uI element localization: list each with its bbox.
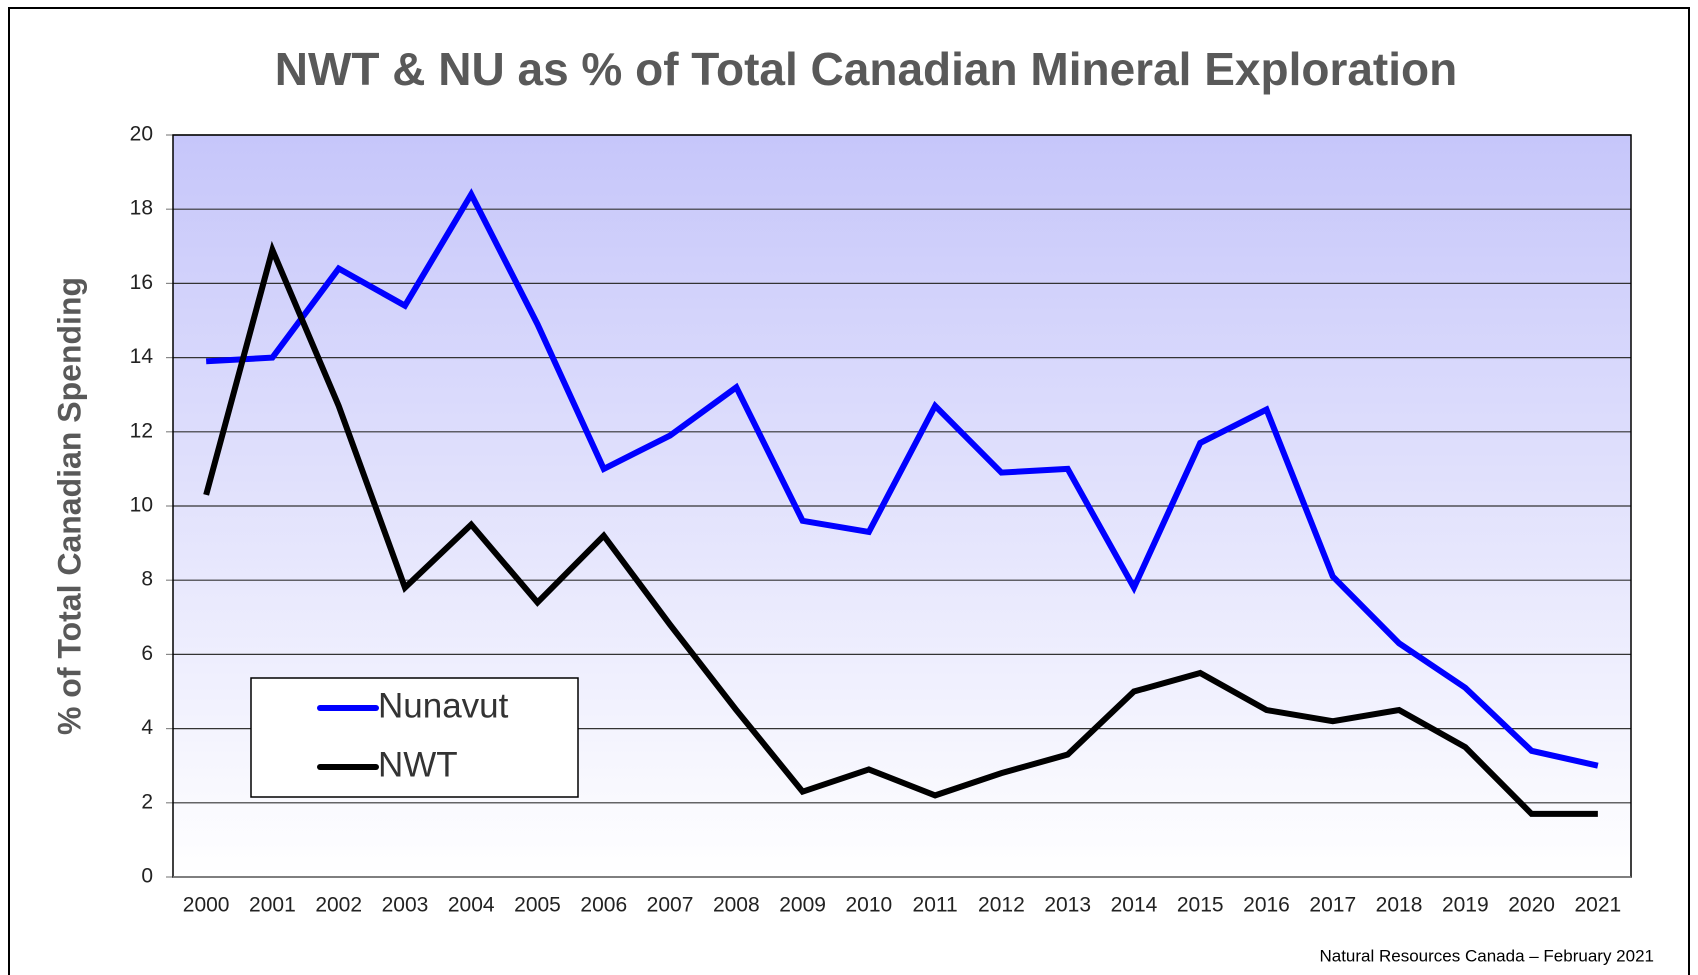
- x-tick-label: 2019: [1442, 894, 1489, 917]
- y-tick-label: 14: [130, 345, 154, 368]
- x-tick-label: 2021: [1575, 894, 1622, 917]
- x-tick-label: 2008: [713, 894, 760, 917]
- y-tick-label: 12: [130, 419, 153, 442]
- y-tick-label: 20: [130, 123, 153, 146]
- x-tick-label: 2006: [580, 894, 627, 917]
- x-tick-label: 2012: [978, 894, 1025, 917]
- y-tick-label: 16: [130, 271, 153, 294]
- y-tick-label: 2: [141, 790, 153, 813]
- y-tick-label: 4: [141, 716, 153, 739]
- x-tick-label: 2001: [249, 894, 296, 917]
- x-tick-label: 2009: [779, 894, 826, 917]
- legend-label: NWT: [378, 745, 458, 784]
- x-tick-label: 2007: [647, 894, 694, 917]
- y-tick-label: 18: [130, 197, 153, 220]
- x-tick-label: 2018: [1376, 894, 1423, 917]
- x-tick-label: 2017: [1309, 894, 1356, 917]
- y-tick-label: 8: [141, 568, 153, 591]
- source-note: Natural Resources Canada – February 2021: [1319, 946, 1654, 965]
- x-tick-label: 2011: [913, 894, 958, 917]
- line-series: [203, 240, 1598, 817]
- x-tick-label: 2013: [1044, 894, 1091, 917]
- y-tick-label: 6: [141, 642, 153, 665]
- frame: [8, 7, 1690, 975]
- x-tick-label: 2005: [514, 894, 561, 917]
- legend-label: Nunavut: [378, 686, 509, 725]
- line-series: [205, 188, 1599, 769]
- x-tick-label: 2020: [1508, 894, 1555, 917]
- x-tick-label: 2003: [382, 894, 429, 917]
- y-tick-label: 10: [130, 494, 153, 517]
- y-axis-label: % of Total Canadian Spending: [51, 277, 87, 735]
- y-tick-label: 0: [141, 865, 153, 888]
- x-tick-label: 2004: [448, 894, 495, 917]
- x-tick-label: 2000: [183, 894, 230, 917]
- legend-box: [250, 677, 579, 798]
- x-tick-label: 2016: [1243, 894, 1290, 917]
- x-tick-label: 2014: [1111, 894, 1158, 917]
- x-tick-label: 2015: [1177, 894, 1224, 917]
- x-tick-label: 2010: [846, 894, 893, 917]
- chart-title: NWT & NU as % of Total Canadian Mineral …: [275, 43, 1457, 95]
- x-tick-label: 2002: [315, 894, 362, 917]
